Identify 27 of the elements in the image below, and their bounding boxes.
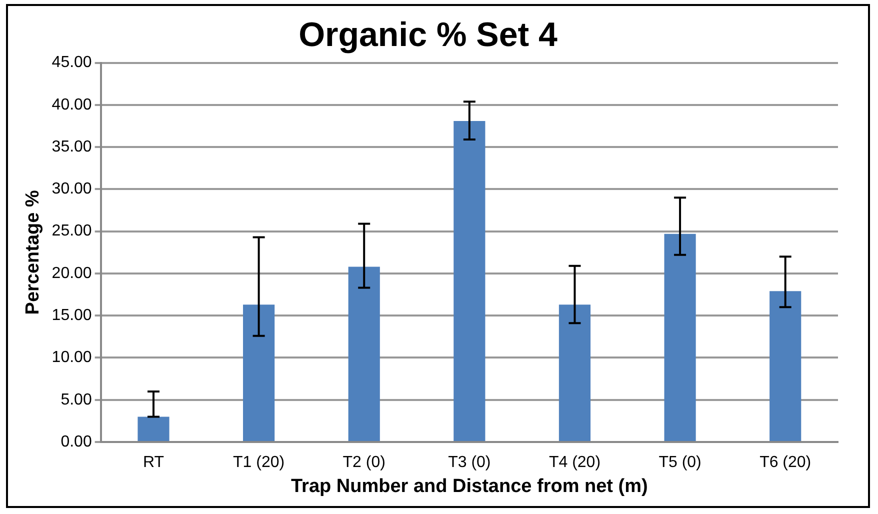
bar [664, 234, 696, 441]
y-tick-label: 35.00 [52, 138, 92, 156]
x-axis-title: Trap Number and Distance from net (m) [291, 476, 648, 497]
x-tick-label: T2 (0) [342, 454, 386, 472]
x-tick-label: T4 (20) [548, 454, 601, 472]
chart-title: Organic % Set 4 [298, 16, 558, 54]
bar [454, 120, 486, 441]
x-tick-label: T3 (0) [448, 454, 491, 472]
y-tick-label: 25.00 [52, 222, 92, 240]
bar [243, 304, 275, 441]
x-tick-label: RT [142, 454, 164, 472]
y-tick-label: 20.00 [52, 264, 92, 282]
bar [138, 416, 170, 441]
bar [348, 266, 380, 441]
y-tick-label: 30.00 [52, 180, 92, 198]
x-tick-label: T1 (20) [233, 454, 285, 472]
bar [558, 304, 591, 441]
y-tick-label: 40.00 [52, 96, 92, 114]
y-tick-label: 0.00 [60, 433, 92, 450]
x-tick-label: T6 (20) [760, 454, 812, 472]
x-tick-label: T5 (0) [658, 454, 702, 472]
y-tick-label: 10.00 [52, 349, 92, 366]
y-axis-title: Percentage % [22, 190, 44, 315]
bar [770, 291, 802, 441]
y-tick-label: 15.00 [52, 307, 92, 324]
y-tick-label: 45.00 [52, 54, 92, 72]
y-tick-label: 5.00 [60, 391, 92, 408]
